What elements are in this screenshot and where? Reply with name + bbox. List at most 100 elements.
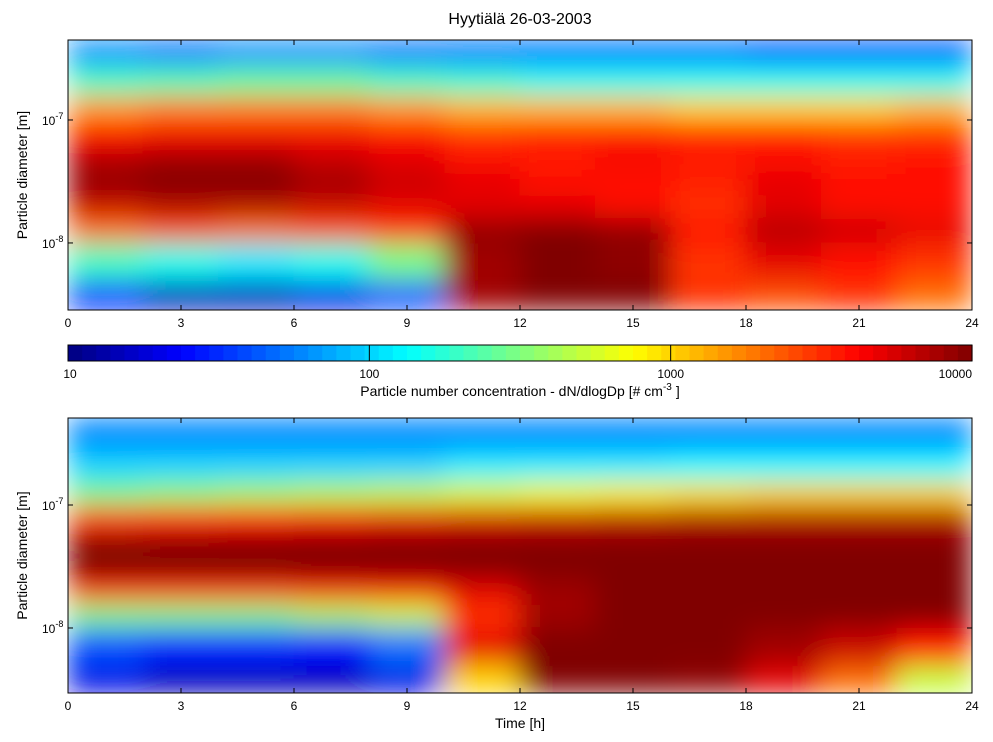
heatmap-cell bbox=[68, 418, 144, 451]
heatmap-cell bbox=[142, 479, 220, 506]
heatmap-cell bbox=[594, 479, 672, 506]
colorbar-tick-label: 10 bbox=[63, 367, 77, 381]
heatmap-cell bbox=[68, 40, 144, 66]
colorbar-segment bbox=[887, 345, 902, 361]
heatmap-cell bbox=[745, 578, 822, 604]
heatmap-cell bbox=[218, 418, 295, 451]
heatmap-cell bbox=[519, 64, 596, 96]
heatmap-cell bbox=[68, 531, 144, 555]
x-tick-label: 3 bbox=[178, 316, 185, 330]
heatmap-cell bbox=[142, 168, 220, 195]
heatmap-cell bbox=[68, 279, 144, 310]
heatmap-cell bbox=[218, 449, 295, 481]
heatmap-cell bbox=[293, 664, 370, 693]
colorbar-segment bbox=[830, 345, 846, 361]
heatmap-cell bbox=[745, 94, 822, 121]
heatmap-cell bbox=[142, 553, 220, 580]
heatmap-cell bbox=[820, 94, 898, 121]
colorbar-segment bbox=[477, 345, 493, 361]
heatmap-cell bbox=[594, 504, 672, 533]
colorbar-segment bbox=[364, 345, 380, 361]
heatmap-cell bbox=[820, 531, 898, 555]
y-tick-label: 10-8 bbox=[42, 619, 63, 636]
y-axis-label: Particle diameter [m] bbox=[14, 111, 30, 239]
colorbar-segment bbox=[336, 345, 352, 361]
x-tick-label: 12 bbox=[513, 316, 527, 330]
heatmap-cell bbox=[68, 168, 144, 195]
heatmap-cell bbox=[896, 217, 972, 244]
heatmap-cell bbox=[745, 193, 822, 219]
colorbar-segment bbox=[96, 345, 111, 361]
heatmap-cell bbox=[293, 64, 370, 96]
colorbar-segment bbox=[378, 345, 394, 361]
heatmap-cell bbox=[896, 40, 972, 66]
heatmap-cell bbox=[142, 418, 220, 451]
heatmap-cell bbox=[293, 94, 370, 121]
colorbar-segment bbox=[675, 345, 691, 361]
heatmap-cell bbox=[218, 193, 295, 219]
heatmap-cell bbox=[444, 168, 521, 195]
heatmap-cell bbox=[594, 168, 672, 195]
heatmap-cell bbox=[896, 94, 972, 121]
colorbar-segment bbox=[237, 345, 253, 361]
heatmap-cell bbox=[368, 193, 446, 219]
heatmap-cell bbox=[218, 40, 295, 66]
heatmap-cell bbox=[218, 168, 295, 195]
heatmap-cell bbox=[68, 449, 144, 481]
heatmap-cell bbox=[519, 627, 596, 666]
heatmap-cell bbox=[68, 217, 144, 244]
heatmap-cell bbox=[745, 553, 822, 580]
heatmap-cell bbox=[368, 602, 446, 629]
heatmap-cell bbox=[444, 193, 521, 219]
heatmap-cell bbox=[519, 168, 596, 195]
heatmap-cell bbox=[670, 479, 747, 506]
colorbar-segment bbox=[279, 345, 295, 361]
heatmap-cell bbox=[820, 553, 898, 580]
heatmap-cell bbox=[218, 64, 295, 96]
x-tick-label: 15 bbox=[626, 316, 640, 330]
heatmap-cell bbox=[368, 94, 446, 121]
heatmap-cell bbox=[745, 449, 822, 481]
heatmap-cell bbox=[368, 531, 446, 555]
heatmap-cell bbox=[218, 119, 295, 148]
heatmap-cell bbox=[444, 40, 521, 66]
y-tick-base: 10 bbox=[42, 237, 56, 251]
heatmap-cell bbox=[745, 217, 822, 244]
heatmap bbox=[68, 418, 972, 693]
heatmap-cell bbox=[142, 94, 220, 121]
heatmap-cell bbox=[444, 418, 521, 451]
heatmap-cell bbox=[218, 531, 295, 555]
heatmap-cell bbox=[820, 602, 898, 629]
x-tick-label: 6 bbox=[291, 699, 298, 713]
heatmap-cell bbox=[368, 242, 446, 281]
heatmap-cell bbox=[444, 217, 521, 244]
heatmap-cell bbox=[218, 479, 295, 506]
colorbar-segment bbox=[435, 345, 450, 361]
x-tick-label: 0 bbox=[65, 316, 72, 330]
heatmap-cell bbox=[444, 479, 521, 506]
heatmap-cell bbox=[594, 531, 672, 555]
heatmap-cell bbox=[519, 279, 596, 310]
heatmap-cell bbox=[670, 64, 747, 96]
heatmap-cell bbox=[293, 449, 370, 481]
heatmap-cell bbox=[820, 217, 898, 244]
heatmap-cell bbox=[594, 449, 672, 481]
colorbar-segment bbox=[166, 345, 182, 361]
colorbar-segment bbox=[520, 345, 535, 361]
heatmap-cell bbox=[896, 602, 972, 629]
heatmap-cell bbox=[519, 94, 596, 121]
y-tick-base: 10 bbox=[42, 114, 56, 128]
heatmap-cell bbox=[293, 627, 370, 666]
colorbar-segment bbox=[590, 345, 606, 361]
heatmap-cell bbox=[68, 94, 144, 121]
heatmap-cell bbox=[68, 602, 144, 629]
heatmap-cell bbox=[368, 168, 446, 195]
x-axis-label: Time [h] bbox=[495, 715, 545, 731]
colorbar-segment bbox=[209, 345, 224, 361]
heatmap-cell bbox=[670, 119, 747, 148]
heatmap-cell bbox=[293, 193, 370, 219]
heatmap-cell bbox=[68, 193, 144, 219]
heatmap-cell bbox=[218, 664, 295, 693]
heatmap-cell bbox=[218, 242, 295, 281]
heatmap-cell bbox=[594, 418, 672, 451]
